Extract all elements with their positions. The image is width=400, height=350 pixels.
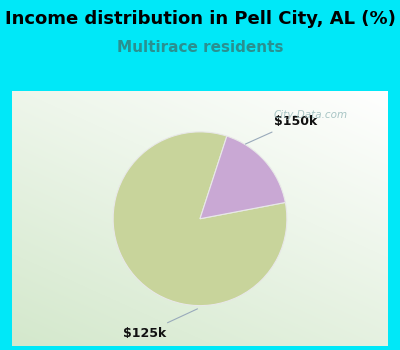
Text: Multirace residents: Multirace residents <box>117 40 283 55</box>
Text: $125k: $125k <box>123 309 198 340</box>
Wedge shape <box>113 132 287 306</box>
Wedge shape <box>200 136 285 219</box>
Text: Income distribution in Pell City, AL (%): Income distribution in Pell City, AL (%) <box>4 10 396 28</box>
Text: City-Data.com: City-Data.com <box>274 110 348 119</box>
Text: $150k: $150k <box>246 115 317 144</box>
